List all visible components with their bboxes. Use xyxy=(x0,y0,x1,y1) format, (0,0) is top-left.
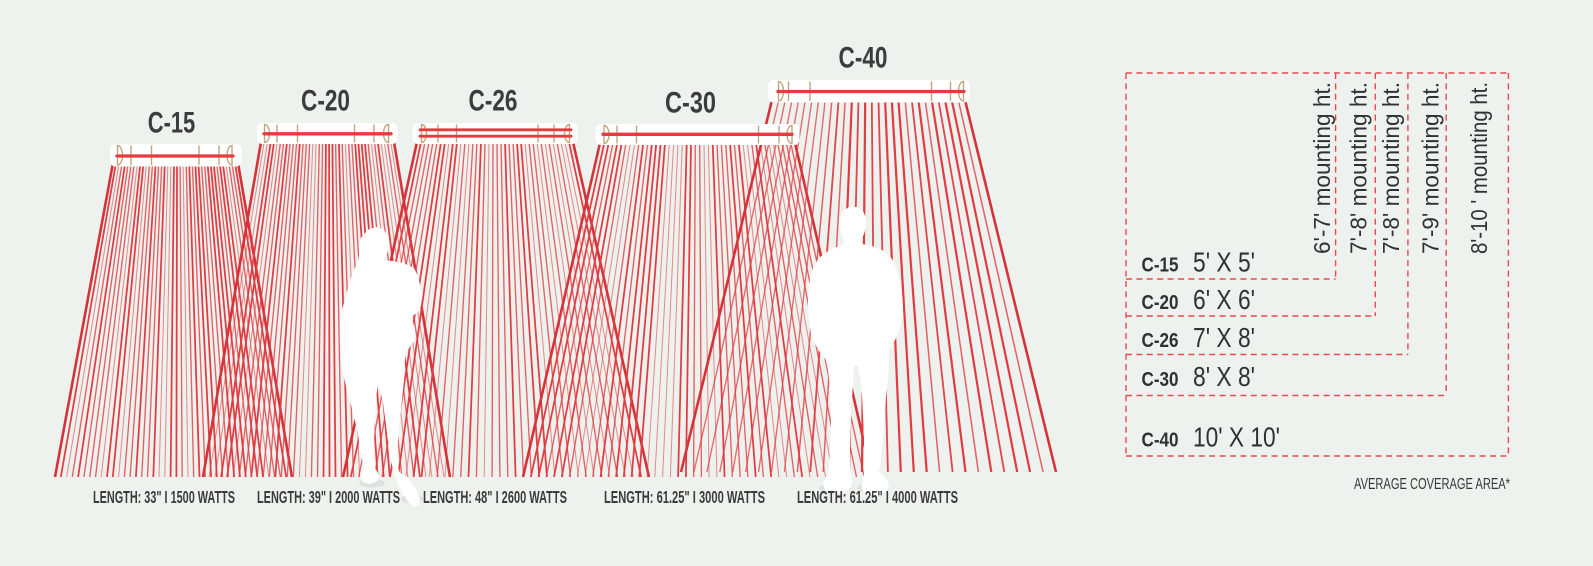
svg-text:LENGTH: 61.25" I 3000 WATTS: LENGTH: 61.25" I 3000 WATTS xyxy=(604,487,765,507)
svg-text:6'-7' mounting ht.: 6'-7' mounting ht. xyxy=(1309,82,1335,254)
svg-text:C-30: C-30 xyxy=(665,87,716,120)
svg-text:C-15: C-15 xyxy=(148,107,196,140)
svg-text:6' X 6': 6' X 6' xyxy=(1193,284,1255,315)
svg-text:C-20: C-20 xyxy=(1142,292,1179,314)
svg-text:C-26: C-26 xyxy=(1142,330,1179,352)
svg-text:LENGTH: 39" I 2000 WATTS: LENGTH: 39" I 2000 WATTS xyxy=(257,487,400,507)
svg-text:7' X 8': 7' X 8' xyxy=(1193,322,1255,353)
svg-text:C-20: C-20 xyxy=(301,85,350,118)
svg-text:8' X 8': 8' X 8' xyxy=(1193,361,1255,392)
svg-text:C-40: C-40 xyxy=(839,42,888,75)
svg-text:7'-8' mounting ht.: 7'-8' mounting ht. xyxy=(1378,82,1404,254)
svg-text:8'-10 ' mounting ht.: 8'-10 ' mounting ht. xyxy=(1466,82,1492,254)
svg-text:5' X 5': 5' X 5' xyxy=(1193,246,1255,277)
svg-text:7'-9' mounting ht.: 7'-9' mounting ht. xyxy=(1418,82,1444,254)
svg-text:LENGTH: 33" I 1500 WATTS: LENGTH: 33" I 1500 WATTS xyxy=(93,487,235,507)
svg-text:AVERAGE COVERAGE AREA*: AVERAGE COVERAGE AREA* xyxy=(1354,476,1510,493)
svg-text:LENGTH: 48" I 2600 WATTS: LENGTH: 48" I 2600 WATTS xyxy=(423,487,567,507)
svg-text:C-26: C-26 xyxy=(469,85,518,118)
svg-text:10' X 10': 10' X 10' xyxy=(1193,421,1280,452)
svg-text:7'-8' mounting ht.: 7'-8' mounting ht. xyxy=(1346,82,1372,254)
svg-text:LENGTH: 61.25" I 4000 WATTS: LENGTH: 61.25" I 4000 WATTS xyxy=(797,487,958,507)
svg-text:C-30: C-30 xyxy=(1142,369,1179,391)
svg-text:C-15: C-15 xyxy=(1142,254,1179,276)
svg-text:C-40: C-40 xyxy=(1142,429,1179,451)
